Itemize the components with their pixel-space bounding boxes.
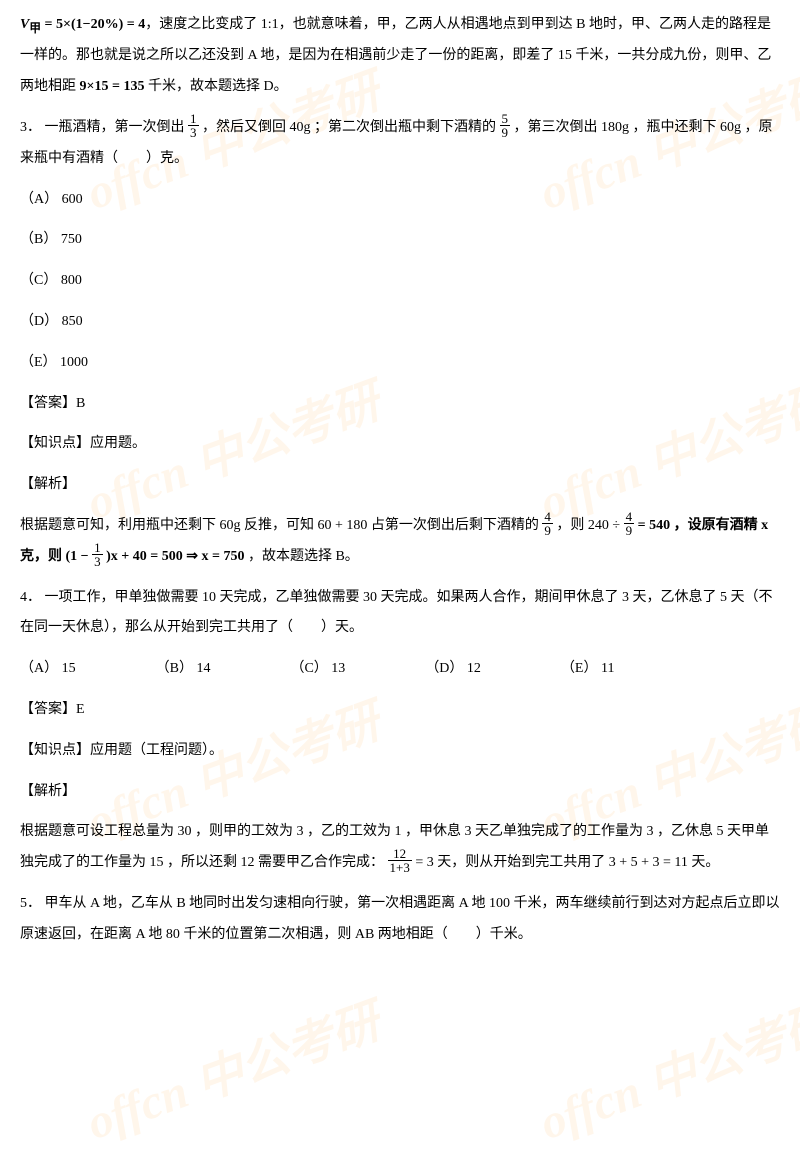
q3-solution: 根据题意可知，利用瓶中还剩下 60g 反推，可知 60 + 180 占第一次倒出… <box>20 511 780 573</box>
q3-stem: 3． 一瓶酒精，第一次倒出 13 ，然后又倒回 40g ；第二次倒出瓶中剩下酒精… <box>20 113 780 175</box>
q3-sol-e: )x + 40 = 500 ⇒ x = 750 <box>106 549 244 564</box>
q3-opt-e: （E） 1000 <box>20 348 780 379</box>
watermark: offcn 中公考研 <box>71 971 396 1175</box>
q4-opt-a: （A） 15 <box>20 654 76 685</box>
q4-answer: 【答案】E <box>20 695 780 726</box>
q3-opt-b: （B） 750 <box>20 225 780 256</box>
q4-analysis-label: 【解析】 <box>20 777 780 808</box>
q4-opt-e: （E） 11 <box>561 654 615 685</box>
frac-12-4: 121+3 <box>388 847 412 874</box>
q4-stem: 4． 一项工作，甲单独做需要 10 天完成，乙单独做需要 30 天完成。如果两人… <box>20 583 780 645</box>
txt2: 千米，故本题选择 D。 <box>144 79 287 94</box>
q3-opt-c: （C） 800 <box>20 266 780 297</box>
q3-sol-b: ，则 240 ÷ <box>556 518 623 533</box>
q4-options: （A） 15 （B） 14 （C） 13 （D） 12 （E） 11 <box>20 654 780 685</box>
frac-1-3b: 13 <box>92 541 103 568</box>
watermark: offcn 中公考研 <box>524 971 800 1175</box>
q4-opt-c: （C） 13 <box>290 654 345 685</box>
q3-sol-a: 根据题意可知，利用瓶中还剩下 60g 反推，可知 60 + 180 占第一次倒出… <box>20 518 542 533</box>
frac-4-9a: 49 <box>542 510 553 537</box>
frac-1-3: 13 <box>188 112 199 139</box>
q3-answer: 【答案】B <box>20 389 780 420</box>
q3-analysis-label: 【解析】 <box>20 470 780 501</box>
sub-jia: 甲 <box>29 22 41 35</box>
q3-opt-d: （D） 850 <box>20 307 780 338</box>
prev-solution-cont: V甲 = 5×(1−20%) = 4，速度之比变成了 1:1，也就意味着，甲，乙… <box>20 10 780 103</box>
q3-opt-a: （A） 600 <box>20 185 780 216</box>
q4-solution: 根据题意可设工程总量为 30 ，则甲的工效为 3 ，乙的工效为 1 ，甲休息 3… <box>20 817 780 879</box>
q3-knowledge: 【知识点】应用题。 <box>20 429 780 460</box>
eq2: 9×15 = 135 <box>80 79 145 94</box>
q4-sol-b: = 3 天，则从开始到完工共用了 3 + 5 + 3 = 11 天。 <box>415 855 719 870</box>
q3-part-a: 3． 一瓶酒精，第一次倒出 <box>20 120 188 135</box>
q4-opt-d: （D） 12 <box>425 654 481 685</box>
frac-5-9: 59 <box>500 112 511 139</box>
q3-part-b: ，然后又倒回 40g ；第二次倒出瓶中剩下酒精的 <box>202 120 500 135</box>
q3-sol-d: (1 − <box>66 549 93 564</box>
frac-4-9b: 49 <box>624 510 635 537</box>
q4-knowledge: 【知识点】应用题（工程问题）。 <box>20 736 780 767</box>
eq1: = 5×(1−20%) = 4 <box>41 17 145 32</box>
q4-opt-b: （B） 14 <box>156 654 211 685</box>
q5-stem: 5． 甲车从 A 地，乙车从 B 地同时出发匀速相向行驶，第一次相遇距离 A 地… <box>20 889 780 951</box>
var-v: V <box>20 17 29 32</box>
q3-sol-f: ，故本题选择 B。 <box>248 549 359 564</box>
